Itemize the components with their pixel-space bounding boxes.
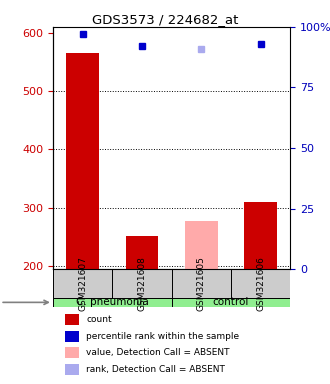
Bar bbox=[66, 53, 99, 269]
Text: control: control bbox=[213, 297, 249, 307]
Bar bbox=[172, 298, 290, 307]
Text: rank, Detection Call = ABSENT: rank, Detection Call = ABSENT bbox=[86, 365, 225, 374]
Bar bbox=[125, 236, 158, 269]
Bar bbox=[112, 269, 172, 298]
Text: infection: infection bbox=[0, 297, 48, 307]
Text: C. pneumonia: C. pneumonia bbox=[76, 297, 148, 307]
Text: GSM321608: GSM321608 bbox=[137, 256, 147, 311]
Bar bbox=[244, 202, 277, 269]
Text: GSM321605: GSM321605 bbox=[197, 256, 206, 311]
Bar bbox=[65, 331, 79, 342]
Bar bbox=[231, 269, 290, 298]
Bar bbox=[53, 298, 172, 307]
Bar bbox=[65, 347, 79, 358]
Text: percentile rank within the sample: percentile rank within the sample bbox=[86, 332, 239, 341]
Bar bbox=[65, 314, 79, 325]
Bar bbox=[53, 269, 112, 298]
Bar bbox=[185, 221, 217, 269]
Text: GSM321607: GSM321607 bbox=[78, 256, 87, 311]
Bar bbox=[172, 269, 231, 298]
Text: count: count bbox=[86, 315, 112, 324]
Text: value, Detection Call = ABSENT: value, Detection Call = ABSENT bbox=[86, 348, 230, 357]
Bar bbox=[65, 364, 79, 375]
Text: GSM321606: GSM321606 bbox=[256, 256, 265, 311]
Text: GDS3573 / 224682_at: GDS3573 / 224682_at bbox=[92, 13, 238, 26]
